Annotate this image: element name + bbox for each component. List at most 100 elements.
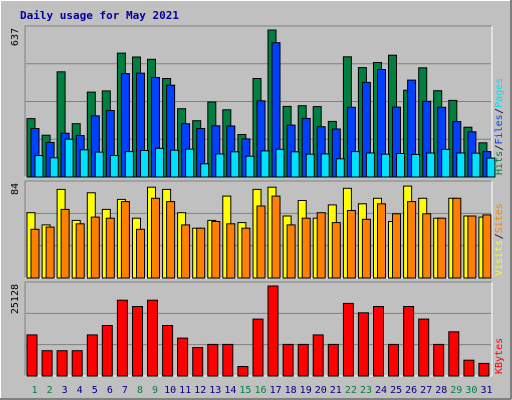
x-tick-label: 26 [405, 385, 417, 396]
legend-separator: / [494, 108, 505, 114]
x-tick-label: 6 [107, 385, 113, 396]
bar-sites [482, 214, 492, 279]
bar-sites [467, 215, 477, 279]
bar-kbytes [327, 343, 339, 377]
bar-sites [286, 224, 296, 279]
bar-sites [271, 195, 281, 279]
bar-kbytes [267, 285, 279, 377]
bar-pages [124, 151, 134, 178]
bar-kbytes [162, 325, 174, 377]
bar-pages [185, 148, 195, 178]
bar-sites [196, 227, 206, 279]
x-tick-label: 13 [209, 385, 221, 396]
panel-legend: Hits/Files/Pages [494, 78, 505, 175]
bar-pages [381, 153, 390, 178]
bar-kbytes [478, 362, 490, 377]
panel-legend: KBytes [494, 338, 505, 374]
bar-sites [301, 217, 311, 279]
x-tick-label: 14 [224, 385, 236, 396]
bar-kbytes [237, 366, 249, 377]
panel-legend: Visits/Sites [494, 203, 505, 276]
legend-hits: Hits [494, 151, 505, 175]
legend-separator: / [494, 145, 505, 151]
x-tick-label: 29 [450, 385, 462, 396]
bar-kbytes [388, 343, 399, 377]
bar-sites [181, 224, 191, 279]
bar-sites [316, 212, 326, 279]
x-tick-label: 3 [62, 385, 68, 396]
bar-sites [346, 210, 356, 279]
x-tick-label: 15 [239, 385, 251, 396]
x-tick-label: 19 [300, 385, 312, 396]
bar-kbytes [373, 306, 384, 377]
bar-pages [275, 148, 285, 178]
bar-pages [320, 153, 330, 178]
x-tick-label: 11 [179, 385, 191, 396]
x-tick-label: 8 [137, 385, 143, 396]
bar-sites [331, 222, 341, 279]
bar-pages [290, 151, 300, 178]
bar-sites [422, 213, 432, 279]
bar-sites [361, 218, 371, 279]
bar-sites [105, 217, 115, 279]
legend-visits: Visits [494, 240, 505, 276]
legend-kbytes: KBytes [494, 338, 505, 374]
legend-separator: / [494, 233, 505, 239]
bar-kbytes [192, 347, 204, 377]
bar-sites [75, 223, 85, 279]
bar-sites [241, 227, 251, 279]
bar-kbytes [222, 343, 234, 377]
legend-sites: Sites [494, 203, 505, 233]
bar-pages [441, 148, 451, 178]
bar-sites [437, 217, 447, 279]
bar-sites [452, 197, 462, 279]
x-tick-label: 4 [77, 385, 83, 396]
x-tick-label: 18 [285, 385, 297, 396]
chart-panel-2: 84 Visits/Sites [10, 180, 505, 279]
bar-kbytes [101, 325, 113, 377]
bar-pages [170, 149, 180, 178]
bar-sites [151, 197, 160, 279]
chart-title: Daily usage for May 2021 [20, 9, 179, 22]
x-tick-label: 20 [315, 385, 327, 396]
bar-pages [456, 152, 466, 178]
bar-pages [486, 157, 496, 178]
bar-pages [215, 153, 225, 178]
x-tick-label: 9 [152, 385, 158, 396]
legend-files: Files [494, 114, 505, 144]
bar-kbytes [342, 302, 354, 377]
bar-pages [94, 151, 104, 178]
chart-panels: 637Hits/Files/Pages84Visits/Sites25128KB… [10, 25, 505, 377]
bar-kbytes [433, 343, 445, 377]
bar-kbytes [207, 343, 219, 377]
x-tick-label: 25 [390, 385, 402, 396]
bar-pages [396, 153, 405, 178]
bar-pages [365, 152, 375, 178]
bar-sites [407, 201, 417, 279]
bar-pages [155, 147, 164, 178]
bar-kbytes [312, 334, 324, 377]
bar-pages [335, 158, 345, 178]
x-tick-label: 22 [345, 385, 357, 396]
bar-pages [245, 155, 255, 178]
x-tick-label: 30 [465, 385, 477, 396]
bar-pages [140, 150, 149, 178]
bar-pages [411, 153, 421, 178]
bar-pages [426, 152, 436, 178]
bar-kbytes [418, 318, 430, 377]
x-tick-label: 5 [92, 385, 98, 396]
bar-pages [200, 163, 210, 178]
bar-sites [60, 208, 70, 279]
bar-kbytes [252, 318, 264, 377]
x-tick-label: 10 [164, 385, 176, 396]
x-axis-labels: 1 2 3 4 5 6 7 8 9 10 11 12 13 14 15 16 17 18 19 20 21 22 23 24 2… [31, 385, 492, 396]
bar-kbytes [26, 334, 38, 377]
bar-kbytes [147, 299, 158, 377]
bar-pages [471, 152, 481, 178]
bar-kbytes [282, 343, 294, 377]
bar-sites [120, 201, 130, 279]
x-tick-label: 28 [435, 385, 447, 396]
bar-pages [109, 155, 119, 178]
